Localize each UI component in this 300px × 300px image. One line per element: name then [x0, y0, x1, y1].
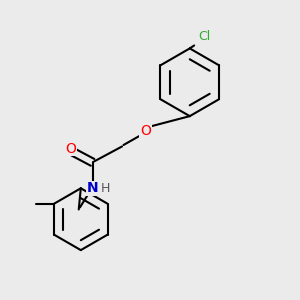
Text: N: N: [87, 181, 98, 195]
Text: O: O: [66, 142, 76, 155]
Text: H: H: [100, 182, 110, 195]
Text: Cl: Cl: [199, 29, 211, 43]
Text: O: O: [140, 124, 151, 138]
